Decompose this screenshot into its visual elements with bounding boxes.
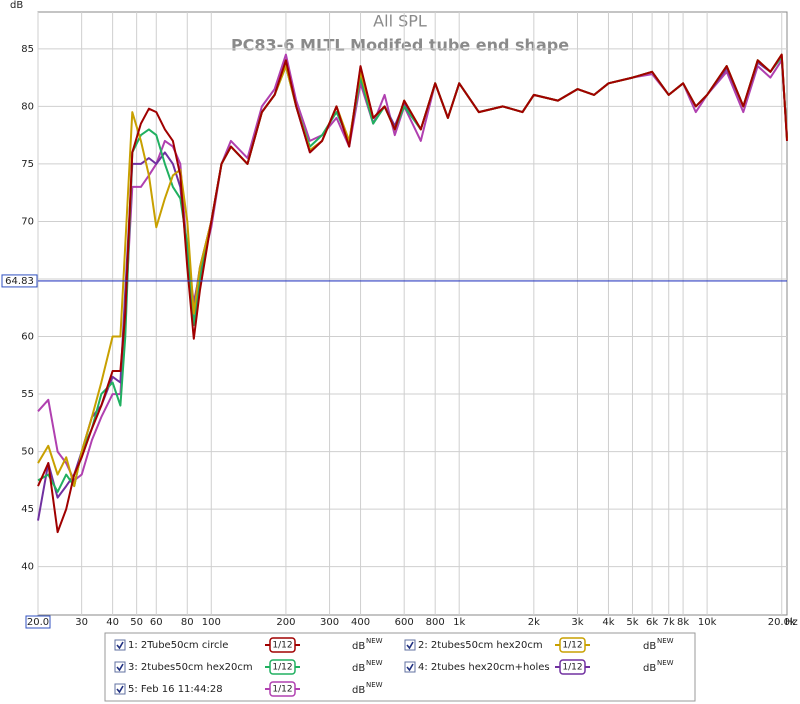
legend-check — [116, 663, 124, 672]
legend-smoothing-box — [559, 637, 586, 653]
x-tick-label: 100 — [202, 617, 221, 628]
legend-checkbox[interactable] — [404, 639, 416, 651]
y-tick-label: 45 — [21, 504, 34, 515]
legend-unit: dB — [643, 663, 656, 674]
legend-checkbox[interactable] — [114, 639, 126, 651]
y-tick-label: 60 — [21, 332, 34, 343]
legend-smoothing-box — [269, 637, 296, 653]
x-tick-label: 6k — [646, 617, 658, 628]
x-tick-label: 20.0k — [768, 617, 796, 628]
legend-checkbox[interactable] — [114, 661, 126, 673]
cursor-label: 64.83 — [5, 276, 34, 287]
y-tick-label: 70 — [21, 216, 34, 227]
legend-smoothing: 1/12 — [272, 641, 292, 651]
legend-name: 2: 2tubes50cm hex20cm — [418, 640, 543, 651]
legend-unit: dB — [352, 663, 365, 674]
legend-unit: dB — [643, 641, 656, 652]
x-tick-label: 2k — [528, 617, 540, 628]
legend-smoothing-box — [269, 681, 296, 697]
legend-check — [406, 641, 414, 650]
y-tick-label: 75 — [21, 159, 34, 170]
legend-name: 3: 2tubes50cm hex20cm — [128, 662, 253, 673]
x-tick-label: 60 — [150, 617, 163, 628]
y-tick-label: 85 — [21, 44, 34, 55]
legend-unit-tag: NEW — [657, 637, 674, 645]
legend-unit-tag: NEW — [366, 681, 383, 689]
x-tick-label: 30 — [75, 617, 88, 628]
y-axis-label: dB — [10, 0, 23, 11]
x-axis-label: Hz — [785, 617, 798, 628]
cursor-box — [1, 274, 38, 288]
legend-check — [406, 663, 414, 672]
legend-unit-tag: NEW — [366, 659, 383, 667]
x-tick-label: 50 — [130, 617, 143, 628]
legend-smoothing: 1/12 — [562, 663, 582, 673]
x-tick-label: 40 — [106, 617, 119, 628]
x-tick-label: 200 — [276, 617, 295, 628]
y-tick-label: 40 — [21, 562, 34, 573]
legend-unit-tag: NEW — [366, 637, 383, 645]
series-line — [37, 53, 788, 534]
legend-name: 4: 2tubes hex20cm+holes — [418, 662, 550, 673]
y-tick-label: 55 — [21, 389, 34, 400]
legend-smoothing-box — [269, 659, 296, 675]
legend-smoothing-box — [559, 659, 586, 675]
legend-unit: dB — [352, 641, 365, 652]
y-tick-label: 80 — [21, 101, 34, 112]
y-tick-label: 50 — [21, 447, 34, 458]
x-tick-label: 4k — [602, 617, 614, 628]
legend-smoothing: 1/12 — [562, 641, 582, 651]
chart-title: All SPL — [373, 12, 427, 31]
x-tick-label: 800 — [426, 617, 445, 628]
legend-items: 1: 2Tube50cm circle 1/12 dB NEW 2: 2tubes50c… — [114, 637, 674, 697]
x-tick-label: 5k — [626, 617, 638, 628]
legend-checkbox[interactable] — [114, 683, 126, 695]
x-tick-label: 10k — [698, 617, 717, 628]
x-tick-label: 20.0 — [27, 617, 49, 628]
x-tick-label: 8k — [677, 617, 689, 628]
x-tick-label: 1k — [453, 617, 465, 628]
x-tick-label: 400 — [351, 617, 370, 628]
legend — [104, 632, 696, 702]
x-start-box — [25, 615, 51, 629]
legend-smoothing: 1/12 — [272, 685, 292, 695]
legend-name: 1: 2Tube50cm circle — [128, 640, 228, 651]
x-tick-label: 80 — [181, 617, 194, 628]
chart-subtitle: PC83-6 MLTL Modifed tube end shape — [231, 36, 569, 55]
legend-unit: dB — [352, 685, 365, 696]
legend-smoothing: 1/12 — [272, 663, 292, 673]
legend-check — [116, 641, 124, 650]
x-tick-label: 3k — [571, 617, 583, 628]
x-tick-label: 600 — [395, 617, 414, 628]
legend-checkbox[interactable] — [404, 661, 416, 673]
legend-name: 5: Feb 16 11:44:28 — [128, 684, 223, 695]
x-tick-label: 7k — [663, 617, 675, 628]
plot-area — [37, 11, 788, 616]
legend-unit-tag: NEW — [657, 659, 674, 667]
x-tick-label: 300 — [320, 617, 339, 628]
legend-check — [116, 685, 124, 694]
lines — [37, 53, 788, 534]
axes: 4045505560657075808520.03040506080100200… — [1, 44, 796, 629]
